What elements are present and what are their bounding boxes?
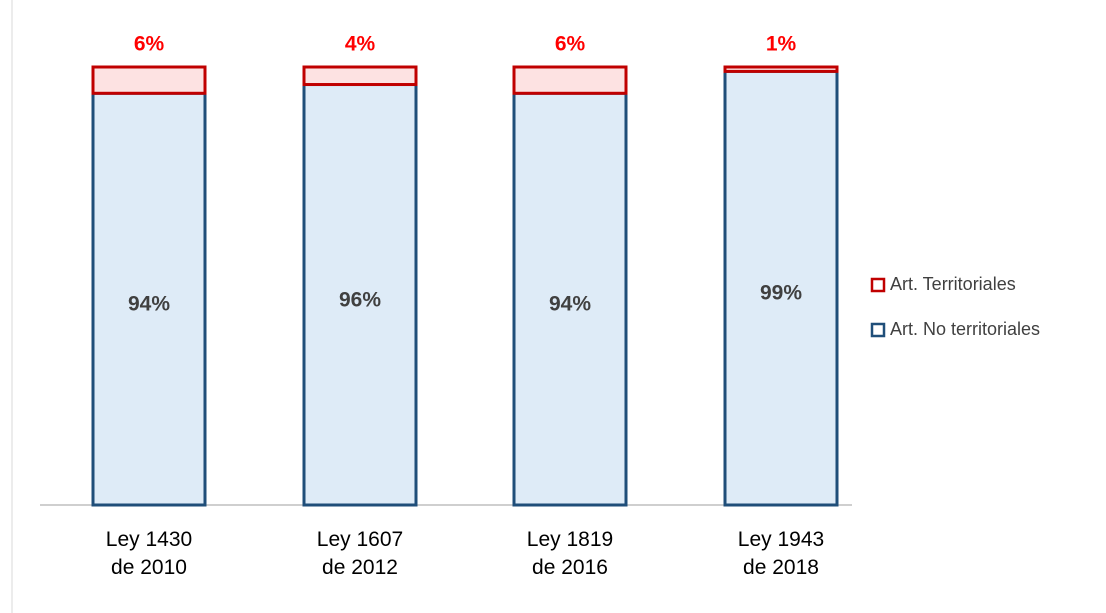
x-tick-label-line: Ley 1430 [106,528,192,551]
bar-segment [512,91,628,507]
x-tick-label-line: Ley 1607 [317,528,403,551]
x-tick-label: Ley 1943 de 2018 [738,528,824,579]
data-label: 4% [345,33,376,56]
x-tick-label-line: de 2010 [111,556,187,579]
legend-swatch [870,322,886,338]
data-label: 6% [555,33,586,56]
data-label: 6% [134,33,165,56]
legend-label: Art. No territoriales [890,319,1040,339]
bar-segment [91,65,207,95]
legend-label: Art. Territoriales [890,274,1016,294]
legend-swatch [870,277,886,293]
data-label: 99% [760,282,802,305]
bar-segment [723,65,839,73]
x-tick-label-line: Ley 1819 [527,528,613,551]
bar-segment [723,69,839,507]
x-tick-label-line: de 2016 [532,556,608,579]
x-tick-label: Ley 1819 de 2016 [527,528,613,579]
bar-segment [512,65,628,95]
data-label: 1% [766,33,797,56]
data-label: 96% [339,288,381,311]
data-label: 94% [128,293,170,316]
x-tick-label: Ley 1607 de 2012 [317,528,403,579]
x-tick-label-line: Ley 1943 [738,528,824,551]
x-tick-label-line: de 2012 [322,556,398,579]
x-tick-label-line: de 2018 [743,556,819,579]
bar-segment [91,91,207,507]
data-label: 94% [549,293,591,316]
x-tick-label: Ley 1430 de 2010 [106,528,192,579]
bar-segment [302,65,418,87]
